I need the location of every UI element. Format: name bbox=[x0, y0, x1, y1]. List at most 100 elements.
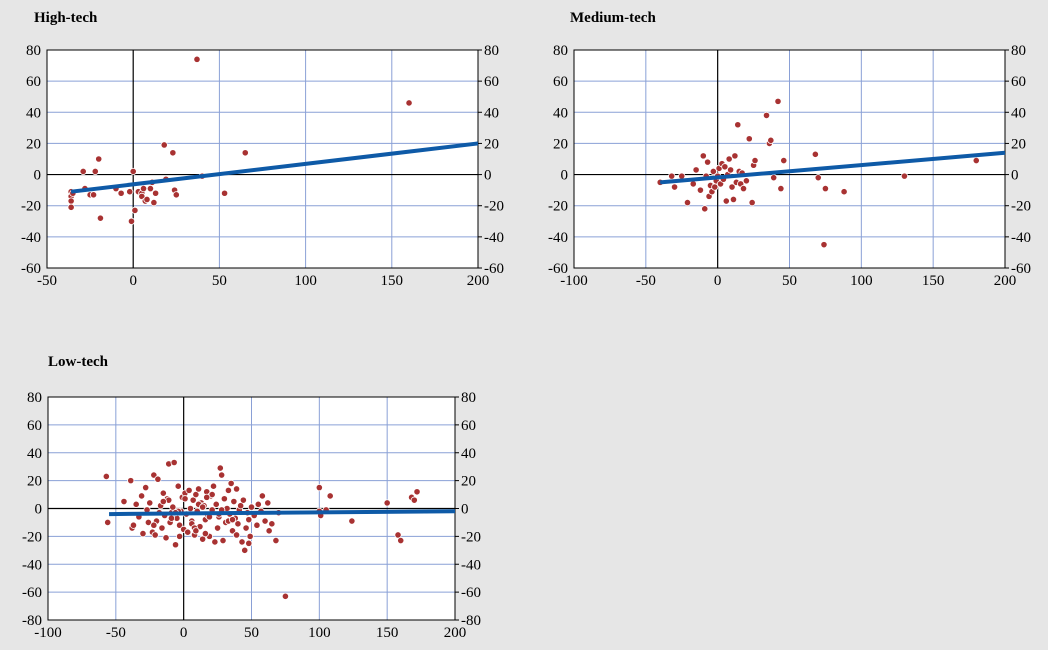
data-point bbox=[67, 203, 75, 211]
y-tick-label-left: 60 bbox=[553, 74, 568, 90]
y-tick-label-left: 20 bbox=[27, 474, 42, 490]
data-point bbox=[264, 499, 272, 507]
data-point bbox=[739, 184, 748, 193]
data-point bbox=[711, 183, 719, 191]
x-tick-label: 100 bbox=[294, 273, 317, 289]
data-point bbox=[770, 174, 778, 182]
y-tick-label-left: 80 bbox=[27, 390, 42, 406]
data-point bbox=[745, 135, 753, 143]
data-point bbox=[209, 482, 218, 490]
y-tick-label-left: -20 bbox=[548, 199, 568, 215]
y-tick-label-left: -40 bbox=[548, 230, 568, 246]
data-point bbox=[151, 531, 159, 539]
data-point bbox=[150, 521, 158, 529]
y-tick-label-right: 0 bbox=[461, 502, 469, 518]
data-point bbox=[253, 521, 261, 529]
data-point bbox=[972, 156, 980, 165]
data-point bbox=[199, 503, 207, 511]
data-point bbox=[811, 150, 819, 158]
y-tick-label-left: -60 bbox=[548, 261, 568, 277]
data-point bbox=[245, 539, 253, 547]
data-point bbox=[150, 199, 158, 207]
data-point bbox=[158, 524, 166, 532]
x-tick-label: 50 bbox=[782, 273, 797, 289]
data-point bbox=[142, 483, 150, 492]
y-tick-label-left: 40 bbox=[27, 446, 42, 462]
x-tick-label: -100 bbox=[34, 625, 62, 641]
data-point bbox=[241, 149, 249, 157]
data-point bbox=[159, 489, 167, 497]
y-tick-label-right: -60 bbox=[461, 585, 481, 601]
chart-low-tech: Low-tech -100 -50 0 50 100 150 200-80 -80-60 -60… bbox=[22, 354, 481, 641]
data-point bbox=[154, 475, 162, 483]
data-point bbox=[900, 172, 909, 180]
data-point bbox=[245, 516, 253, 524]
y-tick-label-left: 20 bbox=[553, 136, 568, 152]
y-tick-label-left: -20 bbox=[22, 529, 42, 545]
x-tick-label: 150 bbox=[922, 273, 945, 289]
x-tick-label: 200 bbox=[994, 273, 1017, 289]
data-point bbox=[683, 199, 692, 207]
data-point bbox=[96, 214, 105, 222]
data-point bbox=[129, 521, 138, 529]
y-tick-label-right: 40 bbox=[461, 446, 476, 462]
data-point bbox=[410, 496, 418, 504]
data-point bbox=[780, 156, 788, 165]
data-point bbox=[95, 155, 103, 163]
y-tick-label-left: 60 bbox=[27, 418, 42, 434]
data-point bbox=[734, 121, 742, 129]
data-point bbox=[241, 546, 249, 554]
y-tick-label-right: 20 bbox=[484, 136, 499, 152]
data-point bbox=[729, 195, 738, 204]
x-tick-label: 100 bbox=[308, 625, 331, 641]
data-point bbox=[213, 524, 222, 532]
data-point bbox=[405, 99, 413, 107]
y-tick-label-right: -60 bbox=[484, 261, 504, 277]
data-point bbox=[234, 520, 242, 528]
data-point bbox=[774, 97, 782, 105]
data-point bbox=[692, 166, 700, 174]
data-point bbox=[174, 482, 182, 490]
y-tick-label-right: -40 bbox=[484, 230, 504, 246]
y-tick-label-left: 0 bbox=[561, 168, 569, 184]
data-point bbox=[699, 152, 707, 160]
y-tick-label-left: 0 bbox=[34, 168, 42, 184]
data-point bbox=[814, 174, 822, 182]
data-point bbox=[104, 518, 112, 527]
data-point bbox=[117, 189, 125, 197]
data-point bbox=[742, 177, 751, 185]
x-tick-label: -50 bbox=[37, 273, 57, 289]
y-tick-label-right: -40 bbox=[1011, 230, 1031, 246]
data-point bbox=[232, 485, 241, 493]
plot-area-high-tech: -50 0 50 100 150 200-60 -60-40 -40-20 -200 020 204… bbox=[21, 43, 504, 289]
y-tick-label-left: -60 bbox=[21, 261, 41, 277]
x-tick-label: 200 bbox=[467, 273, 490, 289]
data-point bbox=[315, 483, 323, 492]
plot-frame bbox=[46, 49, 479, 269]
data-point bbox=[169, 149, 177, 157]
y-tick-label-left: -40 bbox=[22, 557, 42, 573]
y-tick-label-right: -20 bbox=[461, 529, 481, 545]
data-point bbox=[143, 195, 151, 204]
data-point bbox=[194, 485, 203, 493]
data-point bbox=[91, 167, 99, 176]
data-point bbox=[212, 500, 220, 508]
data-point bbox=[242, 524, 250, 532]
data-point bbox=[762, 111, 771, 120]
data-point bbox=[189, 496, 197, 504]
y-tick-label-left: 60 bbox=[26, 74, 41, 90]
plot-background bbox=[47, 50, 478, 268]
data-point bbox=[211, 538, 219, 546]
data-point bbox=[131, 206, 139, 214]
data-point bbox=[696, 186, 705, 194]
y-tick-label-left: 40 bbox=[26, 105, 41, 121]
data-point bbox=[265, 527, 273, 535]
data-point bbox=[170, 458, 178, 467]
data-point bbox=[175, 532, 184, 540]
data-point bbox=[132, 500, 140, 508]
data-point bbox=[254, 500, 262, 508]
y-tick-label-left: 20 bbox=[26, 136, 41, 152]
y-tick-label-right: 0 bbox=[1011, 168, 1019, 184]
data-point bbox=[238, 538, 246, 546]
